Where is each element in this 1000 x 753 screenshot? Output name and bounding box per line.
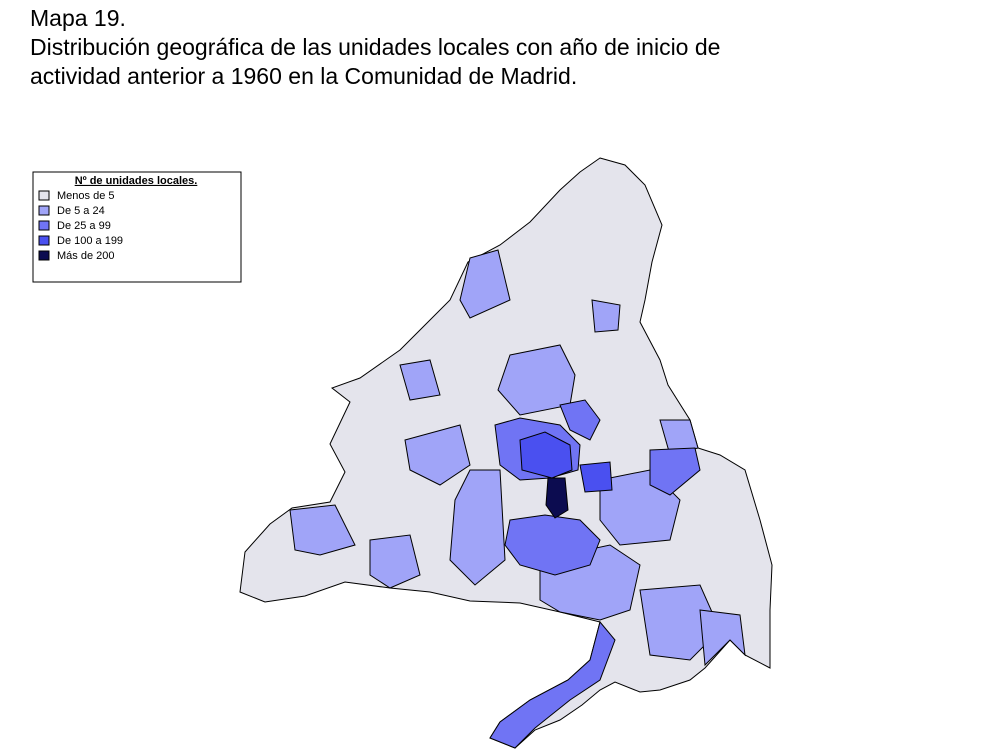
legend-box — [32, 171, 242, 283]
municipality — [489, 620, 616, 749]
municipality — [369, 534, 421, 589]
legend-label: De 25 a 99 — [57, 220, 111, 232]
legend-title: Nº de unidades locales. — [75, 175, 198, 187]
municipality — [519, 431, 573, 479]
municipality — [449, 469, 506, 586]
legend-swatch — [38, 190, 50, 201]
legend-swatch — [38, 235, 50, 246]
legend-swatch — [38, 205, 50, 216]
legend-label: De 5 a 24 — [57, 205, 105, 217]
municipality — [404, 424, 471, 486]
legend-label: Menos de 5 — [57, 190, 114, 202]
municipality — [545, 477, 569, 519]
municipality — [399, 359, 441, 401]
legend-swatch — [38, 250, 50, 261]
municipality — [699, 609, 746, 667]
municipality — [579, 461, 613, 493]
municipality — [591, 299, 621, 333]
map-number: Mapa 19. — [30, 5, 126, 31]
municipality — [649, 447, 701, 496]
municipality — [559, 399, 601, 441]
title-line: actividad anterior a 1960 en la Comunida… — [30, 63, 578, 89]
map-title: Mapa 19. Distribución geográfica de las … — [30, 4, 720, 91]
municipality — [459, 249, 511, 319]
legend-swatch — [38, 220, 50, 231]
legend-label: De 100 a 199 — [57, 235, 123, 247]
municipality — [659, 419, 699, 456]
legend-label: Más de 200 — [57, 250, 114, 262]
title-line: Distribución geográfica de las unidades … — [30, 34, 721, 60]
municipality — [289, 504, 356, 556]
